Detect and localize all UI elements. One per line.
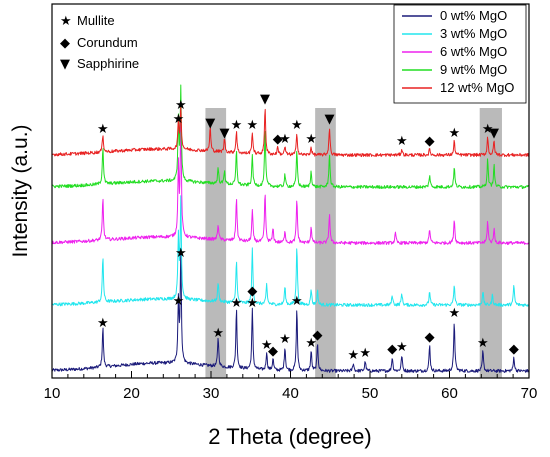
annotation-star-icon: ★: [347, 348, 359, 363]
series-legend-label-3: 6 wt% MgO: [440, 44, 507, 59]
series-lines: [51, 84, 530, 373]
annotation-star-icon: ★: [291, 118, 303, 133]
annotation-star-icon: ★: [212, 326, 224, 341]
annotation-star-icon: ★: [448, 306, 460, 321]
series-line-5: [51, 103, 530, 158]
series-line-1: [51, 247, 530, 373]
x-tick-label: 20: [123, 385, 140, 402]
annotation-star-icon: ★: [448, 126, 460, 141]
annotation-diamond-icon: ◆: [387, 342, 397, 357]
annotation-diamond-icon: ◆: [273, 132, 283, 147]
annotation-star-icon: ★: [305, 336, 317, 351]
annotation-star-icon: ★: [175, 98, 187, 113]
annotation-star-icon: ★: [279, 132, 291, 147]
peak-annotations: ★★★★★ ★◆★◆★★★◆★ ★ ◆★◆★★ ◆★★★▼▼★ ★▼◆★★★▼★ ◆★ ★▼: [97, 92, 519, 363]
annotation-star-icon: ★: [477, 336, 489, 351]
series-line-2: [51, 195, 530, 308]
series-legend-entries: 0 wt% MgO 3 wt% MgO 6 wt% MgO 9 wt% MgO 12 w…: [402, 8, 514, 95]
annotation-star-icon: ★: [482, 122, 494, 137]
annotation-star-icon: ★: [247, 296, 259, 311]
phase-legend-mullite-label: Mullite: [77, 13, 115, 28]
annotation-star-icon: ★: [396, 340, 408, 355]
series-legend-label-4: 9 wt% MgO: [440, 62, 507, 77]
annotation-down-triangle-icon: ▼: [260, 92, 270, 107]
annotation-star-icon: ★: [396, 134, 408, 149]
annotation-star-icon: ★: [231, 118, 243, 133]
phase-legend-sapphirine-label: Sapphirine: [77, 56, 139, 71]
annotation-star-icon: ★: [291, 294, 303, 309]
series-legend-label-5: 12 wt% MgO: [440, 80, 514, 95]
annotation-star-icon: ★: [175, 246, 187, 261]
phase-legend-diamond-icon: ◆: [60, 36, 70, 51]
annotation-down-triangle-icon: ▼: [220, 126, 230, 141]
annotation-star-icon: ★: [97, 316, 109, 331]
annotation-down-triangle-icon: ▼: [324, 112, 334, 127]
annotation-diamond-icon: ◆: [509, 342, 519, 357]
annotation-star-icon: ★: [173, 294, 185, 309]
annotation-diamond-icon: ◆: [425, 330, 435, 345]
x-tick-label: 60: [441, 385, 458, 402]
annotation-star-icon: ★: [231, 296, 243, 311]
y-axis-title: Intensity (a.u.): [9, 124, 32, 257]
x-tick-label: 30: [203, 385, 220, 402]
annotation-diamond-icon: ◆: [313, 328, 323, 343]
x-tick-label: 50: [362, 385, 379, 402]
series-line-3: [51, 110, 530, 246]
phase-legend-corundum-label: Corundum: [77, 35, 138, 50]
annotation-diamond-icon: ◆: [247, 284, 257, 299]
shaded-region-3: [479, 108, 502, 378]
x-tick-label: 70: [521, 385, 538, 402]
annotation-diamond-icon: ◆: [425, 134, 435, 149]
series-legend-label-2: 3 wt% MgO: [440, 26, 507, 41]
series-legend-box: [393, 4, 527, 104]
x-axis-title: 2 Theta (degree): [208, 424, 371, 449]
annotation-star-icon: ★: [261, 338, 273, 353]
annotation-star-icon: ★: [305, 132, 317, 147]
annotation-down-triangle-icon: ▼: [489, 126, 499, 141]
x-tick-label: 10: [44, 385, 61, 402]
x-axis-ticks: 10 20 30 40 50 60 70: [44, 371, 538, 402]
annotation-diamond-icon: ◆: [268, 344, 278, 359]
annotation-star-icon: ★: [247, 118, 259, 133]
annotation-down-triangle-icon: ▼: [205, 116, 215, 131]
series-legend: 0 wt% MgO 3 wt% MgO 6 wt% MgO 9 wt% MgO 12 w…: [393, 4, 527, 104]
annotation-star-icon: ★: [173, 112, 185, 127]
annotation-star-icon: ★: [97, 122, 109, 137]
series-legend-label-1: 0 wt% MgO: [440, 8, 507, 23]
series-line-4: [51, 84, 530, 190]
phase-legend-star-icon: ★: [60, 14, 72, 29]
shaded-region-1: [205, 108, 227, 378]
phase-legend-down-triangle-icon: ▼: [60, 57, 70, 72]
annotation-star-icon: ★: [279, 332, 291, 347]
annotation-star-icon: ★: [359, 346, 371, 361]
phase-legend: ★ Mullite ◆ Corundum ▼ Sapphirine: [60, 13, 139, 72]
x-tick-label: 40: [282, 385, 299, 402]
